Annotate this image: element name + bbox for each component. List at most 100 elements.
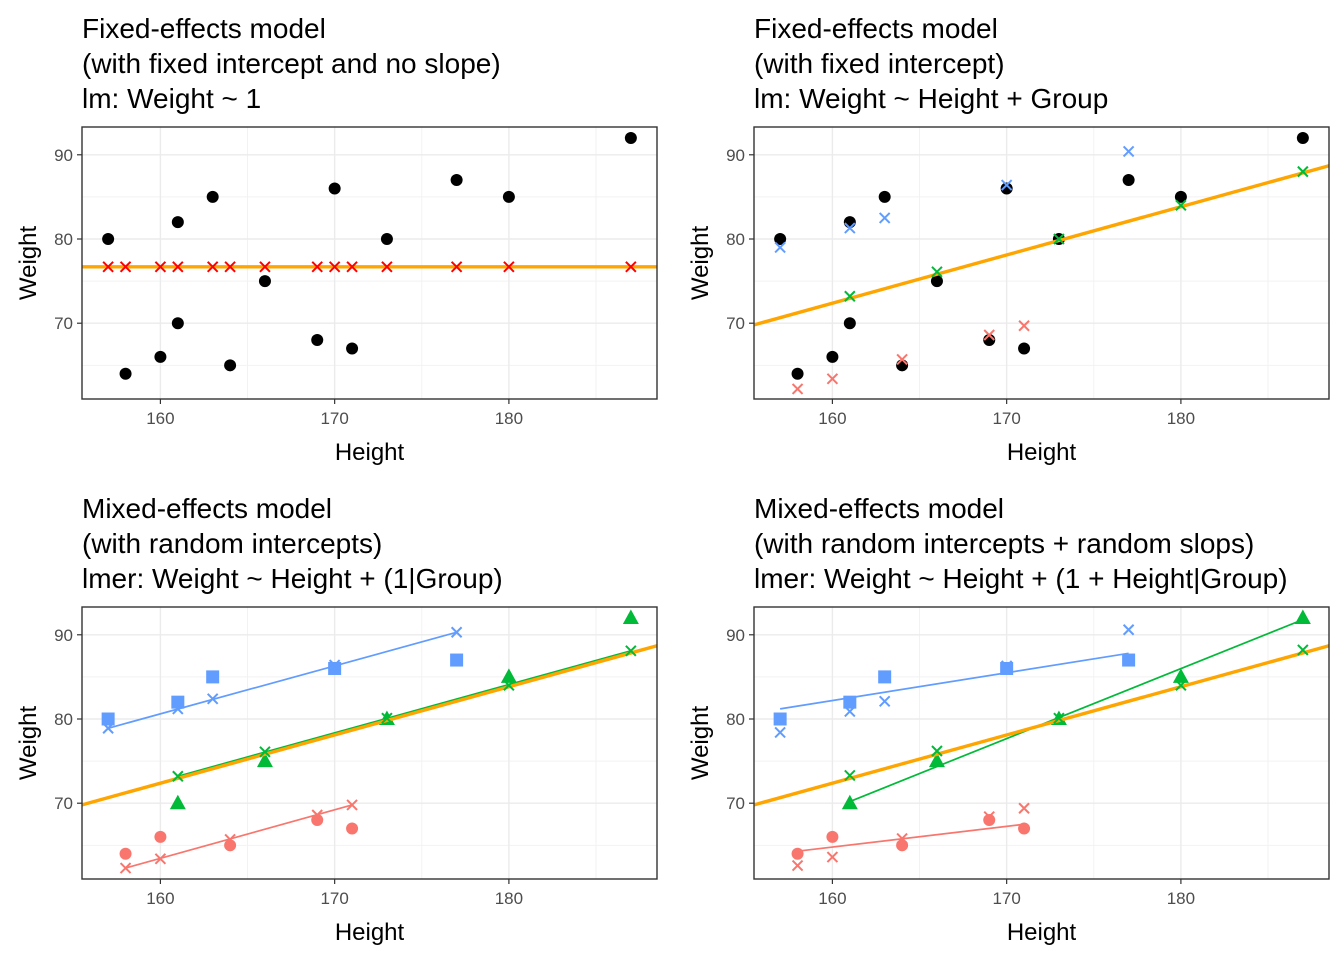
- grid: [82, 127, 657, 399]
- panel-title-line: lm: Weight ~ Height + Group: [754, 83, 1108, 114]
- data-point: [930, 275, 943, 288]
- fitted-value-marker: [983, 810, 995, 823]
- y-tick-label: 70: [726, 794, 745, 813]
- group-fit-line: [177, 649, 632, 778]
- fitted-value-marker: [259, 261, 271, 273]
- data-point: [1172, 668, 1189, 683]
- plot-background: [82, 127, 657, 399]
- plot-border: [753, 126, 1330, 400]
- fitted-value-marker: [328, 261, 341, 273]
- fitted-value-marker: [102, 261, 114, 273]
- fitted-value-marker: [878, 212, 891, 224]
- fitted-value-marker: [1018, 320, 1030, 332]
- data-point: [154, 350, 167, 363]
- fitted-value-marker: [154, 261, 167, 273]
- data-point: [878, 670, 892, 684]
- data-point: [101, 712, 115, 726]
- data-point: [311, 334, 324, 347]
- x-axis-label: Height: [335, 439, 405, 466]
- fitted-value-marker: [844, 222, 856, 234]
- group-fit-line: [107, 631, 457, 730]
- data-point: [1296, 131, 1309, 144]
- panel-title-line: (with random intercepts): [82, 528, 382, 559]
- panel-title-line: Mixed-effects model: [82, 493, 332, 524]
- fitted-value-marker: [1122, 145, 1135, 158]
- y-tick-label: 70: [726, 314, 745, 333]
- fitted-value-marker: [119, 261, 132, 273]
- group-fit-line: [797, 823, 1025, 853]
- data-point: [206, 670, 220, 684]
- fitted-value-marker: [311, 261, 323, 273]
- data-point: [224, 359, 237, 372]
- fitted-value-marker: [774, 726, 786, 739]
- panel-title-line: Fixed-effects model: [754, 13, 998, 44]
- plot-border: [81, 606, 658, 880]
- fitted-value-marker: [311, 809, 323, 821]
- fitted-value-marker: [791, 383, 804, 395]
- x-axis-label: Height: [1007, 439, 1077, 466]
- panel-title-line: Fixed-effects model: [82, 13, 326, 44]
- fitted-value-marker: [1000, 660, 1013, 672]
- data-point: [346, 342, 359, 355]
- fitted-value-marker: [896, 832, 908, 845]
- data-point: [450, 653, 464, 667]
- x-tick-label: 170: [992, 409, 1020, 428]
- grid: [754, 607, 1329, 879]
- data-point: [843, 216, 856, 229]
- fitted-value-marker: [119, 862, 132, 874]
- fitted-value-marker: [381, 261, 393, 273]
- data-point: [774, 233, 787, 245]
- fitted-value-marker: [1175, 679, 1187, 692]
- fitted-value-marker: [172, 261, 184, 273]
- fitted-value-marker: [1122, 624, 1135, 636]
- data-point: [119, 367, 132, 380]
- plot-border: [81, 126, 658, 400]
- fitted-value-marker: [826, 373, 839, 385]
- data-point: [1122, 174, 1135, 187]
- fitted-value-marker: [1297, 644, 1309, 656]
- data-point: [154, 830, 167, 843]
- fitted-value-marker: [224, 833, 236, 846]
- data-layer: [754, 609, 1329, 872]
- y-tick-label: 80: [726, 710, 745, 729]
- fitted-value-marker: [1053, 233, 1065, 245]
- x-tick-label: 160: [818, 409, 846, 428]
- data-point: [500, 668, 517, 683]
- data-point: [346, 822, 359, 835]
- panel-random-intercepts-slopes: Mixed-effects model (with random intercep…: [687, 493, 1330, 946]
- fitted-value-marker: [503, 261, 515, 273]
- fitted-value-marker: [983, 329, 995, 341]
- x-tick-label: 170: [320, 409, 348, 428]
- data-point: [224, 839, 237, 852]
- x-tick-label: 180: [495, 409, 523, 428]
- y-tick-label: 90: [726, 626, 745, 645]
- fitted-value-marker: [172, 770, 184, 782]
- panel-title-line: lm: Weight ~ 1: [82, 83, 261, 114]
- data-point: [328, 182, 341, 195]
- data-point: [622, 609, 639, 624]
- y-tick-label: 90: [726, 146, 745, 165]
- fitted-value-marker: [154, 853, 167, 865]
- data-point: [773, 712, 787, 726]
- panel-title-line: (with random intercepts + random slops): [754, 528, 1254, 559]
- data-point: [1018, 342, 1031, 355]
- group-fit-line: [780, 652, 1129, 710]
- data-point: [256, 752, 273, 768]
- data-point: [102, 233, 115, 245]
- data-layer: [82, 131, 657, 380]
- data-point: [896, 839, 909, 852]
- group-fit-line: [849, 618, 1304, 803]
- fitted-value-marker: [346, 799, 358, 811]
- group-fit-line: [125, 804, 353, 869]
- data-point: [171, 317, 184, 330]
- fitted-value-marker: [896, 353, 908, 366]
- x-axis-label: Height: [1007, 919, 1077, 946]
- panel-fixed-no-slope: Fixed-effects model (with fixed intercept…: [15, 13, 658, 466]
- panel-title-line: (with fixed intercept and no slope): [82, 48, 501, 79]
- data-point: [878, 190, 891, 203]
- fitted-value-marker: [931, 266, 943, 278]
- fitted-value-marker: [844, 769, 856, 782]
- fitted-value-marker: [381, 712, 393, 724]
- y-tick-label: 80: [726, 230, 745, 249]
- panel-title-line: lmer: Weight ~ Height + (1 + Height|Grou…: [754, 563, 1288, 594]
